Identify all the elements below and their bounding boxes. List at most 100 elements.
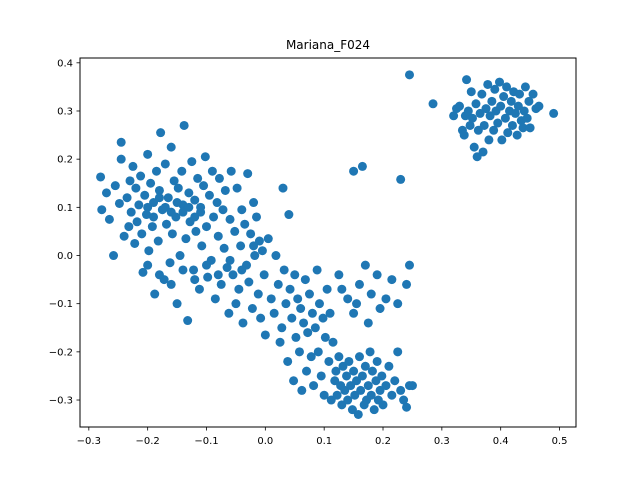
x-tick-label: −0.3	[77, 436, 101, 447]
data-point	[372, 356, 382, 366]
data-point	[352, 299, 362, 309]
data-point	[467, 113, 477, 123]
data-point	[481, 104, 491, 114]
data-point	[191, 226, 201, 236]
data-point	[216, 279, 226, 289]
data-point	[209, 212, 219, 222]
data-point	[200, 152, 210, 162]
data-point	[253, 289, 263, 299]
chart-title: Mariana_F024	[286, 38, 370, 52]
data-point	[137, 229, 147, 239]
data-point	[214, 173, 224, 183]
data-point	[363, 318, 373, 328]
data-point	[284, 210, 294, 220]
data-point	[197, 241, 207, 251]
data-point	[367, 366, 377, 376]
data-point	[256, 313, 266, 323]
x-tick-label: 0.1	[316, 436, 332, 447]
data-point	[515, 89, 525, 99]
data-point	[279, 265, 289, 275]
data-point	[309, 381, 319, 391]
data-point	[166, 142, 176, 152]
data-point	[549, 108, 559, 118]
data-point	[207, 166, 217, 176]
data-point	[228, 270, 238, 280]
data-point	[244, 277, 254, 287]
data-point	[297, 385, 307, 395]
data-point	[96, 172, 106, 182]
data-point	[522, 113, 532, 123]
data-point	[173, 183, 183, 193]
data-point	[124, 222, 134, 232]
data-point	[387, 275, 397, 285]
data-point	[219, 243, 229, 253]
data-point	[320, 332, 330, 342]
data-point	[153, 236, 163, 246]
data-point	[177, 166, 187, 176]
data-point	[502, 82, 512, 92]
data-point	[122, 193, 132, 203]
data-point	[225, 214, 235, 224]
data-point	[154, 185, 164, 195]
data-point	[469, 142, 479, 152]
data-point	[196, 202, 206, 212]
data-point	[114, 198, 124, 208]
data-point	[404, 260, 414, 270]
data-point	[146, 178, 156, 188]
y-tick-label: 0.0	[57, 251, 73, 262]
data-point	[328, 337, 338, 347]
data-point	[477, 89, 487, 99]
y-axis: −0.3 −0.2 −0.1 0.0 0.1 0.2 0.3 0.4	[49, 58, 80, 407]
data-point	[503, 128, 513, 138]
data-point	[356, 385, 366, 395]
data-point	[310, 323, 320, 333]
data-point	[399, 395, 409, 405]
data-point	[273, 279, 283, 289]
data-point	[365, 347, 375, 357]
data-point	[243, 169, 253, 179]
data-point	[190, 195, 200, 205]
data-point	[222, 263, 232, 273]
data-point	[484, 135, 494, 145]
data-point	[322, 284, 332, 294]
data-point	[236, 241, 246, 251]
data-point	[204, 190, 214, 200]
data-point	[116, 154, 126, 164]
data-point	[249, 198, 259, 208]
data-point	[232, 183, 242, 193]
data-point	[449, 111, 459, 121]
data-point	[462, 75, 472, 85]
data-point	[363, 381, 373, 391]
data-point	[132, 217, 142, 227]
data-point	[147, 222, 157, 232]
data-point	[144, 246, 154, 256]
data-point	[213, 231, 223, 241]
data-point	[167, 229, 177, 239]
data-point	[396, 385, 406, 395]
data-point	[156, 128, 166, 138]
data-point	[143, 260, 153, 270]
data-point	[490, 84, 500, 94]
data-point	[506, 96, 516, 106]
data-point	[312, 265, 322, 275]
data-point	[471, 99, 481, 109]
data-point	[387, 390, 397, 400]
data-point	[285, 284, 295, 294]
data-point	[271, 251, 281, 261]
data-point	[269, 308, 279, 318]
data-point	[257, 246, 267, 256]
data-point	[493, 118, 503, 128]
data-point	[325, 308, 335, 318]
data-point	[237, 205, 247, 215]
data-point	[184, 188, 194, 198]
data-point	[250, 251, 260, 261]
data-point	[293, 294, 303, 304]
data-point	[384, 361, 394, 371]
data-point	[161, 219, 171, 229]
data-point	[220, 185, 230, 195]
data-point	[518, 123, 528, 133]
data-point	[184, 202, 194, 212]
data-point	[331, 366, 341, 376]
data-point	[337, 284, 347, 294]
